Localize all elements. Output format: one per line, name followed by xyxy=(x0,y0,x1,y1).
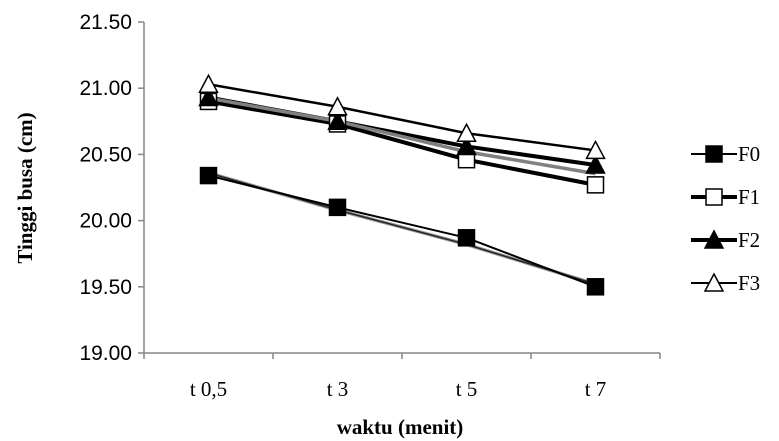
series-line-f3 xyxy=(208,82,596,152)
y-tick-label: 20.00 xyxy=(79,210,132,233)
legend-label-f3: F3 xyxy=(738,271,760,295)
marker-f0-1 xyxy=(328,198,347,217)
legend-marker-f0 xyxy=(705,145,723,163)
series-trend-f1-f2 xyxy=(208,96,596,176)
x-tick-label: t 5 xyxy=(456,377,478,401)
x-tick-label: t 0,5 xyxy=(190,377,227,401)
y-axis-ticks: 19.00 19.50 20.00 20.50 21.00 21.50 xyxy=(79,11,144,365)
legend-label-f2: F2 xyxy=(738,228,760,252)
marker-f0-3 xyxy=(586,278,605,296)
marker-f2-3 xyxy=(585,154,606,174)
x-axis-title: waktu (menit) xyxy=(337,415,464,439)
marker-f3-3 xyxy=(585,139,606,160)
x-tick-label: t 7 xyxy=(585,377,607,401)
y-tick-label: 19.00 xyxy=(79,342,132,365)
y-tick-label: 19.50 xyxy=(79,276,132,299)
legend-label-f0: F0 xyxy=(738,142,760,166)
marker-f2-2 xyxy=(456,135,477,156)
marker-f2-1 xyxy=(327,110,348,131)
marker-f0-0 xyxy=(199,166,218,185)
marker-f1-3 xyxy=(586,176,605,194)
legend: F0 F1 F2 F3 xyxy=(691,142,760,295)
series-line-f1 xyxy=(208,99,596,187)
series-lines xyxy=(208,82,597,288)
x-axis-ticks: t 0,5 t 3 t 5 t 7 xyxy=(143,353,661,401)
marker-f2-0 xyxy=(198,86,219,107)
legend-label-f1: F1 xyxy=(738,185,760,209)
y-tick-label: 20.50 xyxy=(79,143,132,166)
series-line-f0 xyxy=(208,174,596,288)
x-tick-label: t 3 xyxy=(327,377,349,401)
marker-f3-0 xyxy=(198,73,219,93)
legend-marker-f3 xyxy=(703,272,725,292)
y-tick-label: 21.00 xyxy=(79,77,132,100)
y-tick-label: 21.50 xyxy=(79,11,132,34)
y-axis-title: Tinggi busa (cm) xyxy=(13,112,37,263)
marker-f3-2 xyxy=(456,122,477,142)
legend-marker-f2 xyxy=(703,229,725,249)
marker-f3-1 xyxy=(327,96,348,116)
legend-marker-f1 xyxy=(705,188,723,206)
series-markers xyxy=(198,73,606,296)
marker-f0-2 xyxy=(457,229,476,247)
